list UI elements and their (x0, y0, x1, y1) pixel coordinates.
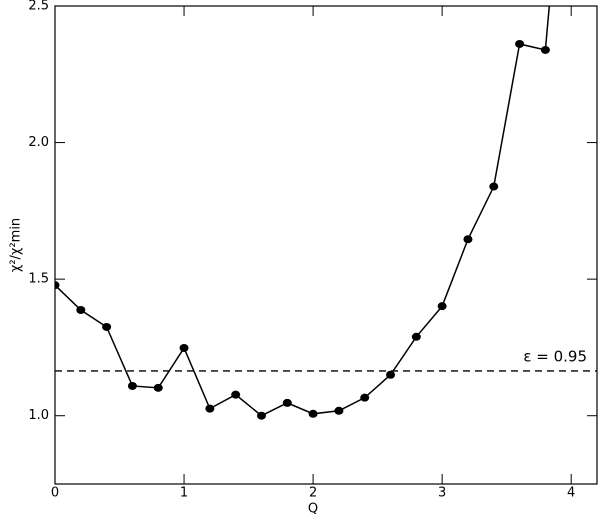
data-point (308, 409, 318, 418)
reference-label: ε = 0.95 (523, 347, 587, 365)
data-point (360, 393, 370, 402)
plot-frame (54, 5, 598, 485)
x-tick-label: 4 (567, 486, 575, 501)
data-point (205, 404, 215, 413)
data-point (489, 182, 499, 191)
x-axis-label: Q (308, 502, 318, 517)
data-point (127, 381, 137, 390)
data-point (179, 343, 189, 352)
data-point (437, 302, 447, 311)
data-point (76, 306, 86, 315)
y-tick-label: 1.5 (28, 272, 49, 287)
data-point (256, 411, 266, 420)
data-line (55, 6, 551, 417)
x-tick-label: 2 (309, 486, 317, 501)
x-tick-label: 0 (51, 486, 59, 501)
data-point (334, 406, 344, 415)
data-point (102, 322, 112, 331)
data-point (463, 235, 473, 244)
y-axis-label: χ²/χ²min (9, 218, 24, 272)
x-tick-label: 1 (180, 486, 188, 501)
data-point (231, 390, 241, 399)
data-point (515, 39, 525, 48)
data-point (55, 281, 60, 290)
y-tick-label: 2.0 (28, 135, 49, 150)
data-point (153, 383, 163, 392)
y-tick-label: 1.0 (28, 408, 49, 423)
data-point (386, 370, 396, 379)
data-point (411, 332, 421, 341)
data-point (540, 45, 550, 54)
data-point (282, 398, 292, 407)
y-tick-label: 2.5 (28, 0, 49, 14)
x-tick-label: 3 (438, 486, 446, 501)
